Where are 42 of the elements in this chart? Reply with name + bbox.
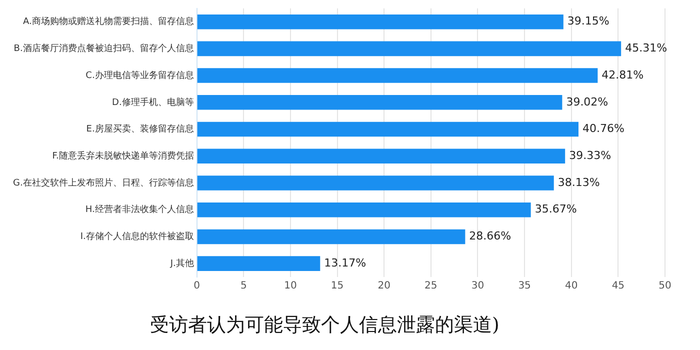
x-tick-label: 50: [658, 280, 672, 292]
x-tick-label: 5: [240, 280, 247, 292]
y-tick-label: G.在社交软件上发布照片、日程、行踪等信息: [12, 177, 194, 188]
data-label: 45.31%: [625, 42, 668, 55]
x-tick-label: 35: [518, 280, 531, 292]
y-tick-label: J.其他: [169, 258, 194, 269]
y-tick-label: B.酒店餐厅消费点餐被迫扫码、留存个人信息: [14, 43, 194, 54]
x-tick-label: 30: [471, 280, 484, 292]
x-tick-label: 40: [565, 280, 578, 292]
y-tick-label: D.修理手机、电脑等: [112, 96, 194, 108]
x-tick-label: 0: [194, 280, 200, 292]
x-tick-label: 25: [424, 280, 438, 292]
bar: [197, 176, 554, 190]
bar: [197, 122, 578, 137]
data-label: 39.15%: [567, 14, 610, 28]
y-tick-label: I.存储个人信息的软件被盗取: [80, 231, 194, 242]
y-tick-label: E.房屋买卖、装修留存信息: [86, 124, 194, 135]
y-tick-label: C.办理电信等业务留存信息: [86, 70, 194, 81]
y-tick-label: H.经营者非法收集个人信息: [85, 204, 194, 216]
data-label: 35.67%: [534, 202, 577, 216]
x-tick-label: 15: [330, 280, 344, 292]
bar: [197, 68, 598, 83]
y-tick-label: A.商场购物或赠送礼物需要扫描、留存信息: [22, 16, 194, 28]
bar: [197, 202, 531, 218]
bar: [197, 14, 564, 30]
data-label: 38.13%: [558, 176, 600, 189]
text: 受访者认为可能导致个人信息泄露的渠道): [149, 313, 500, 338]
data-label: 13.17%: [324, 256, 366, 270]
y-tick-label: F.随意丢弃未脱敏快递单等消费凭据: [52, 150, 194, 162]
x-tick-label: 10: [284, 280, 297, 292]
data-label: 42.81%: [602, 68, 644, 82]
bar: [197, 95, 562, 110]
bar: [197, 148, 566, 164]
bar: [197, 229, 466, 244]
data-label: 39.33%: [569, 148, 612, 162]
x-tick-label: 45: [612, 280, 625, 292]
bar: [197, 256, 320, 271]
data-label: 28.66%: [469, 230, 512, 243]
bar: [197, 41, 622, 56]
data-label: 40.76%: [582, 122, 624, 136]
data-label: 39.02%: [566, 95, 608, 108]
x-tick-label: 20: [378, 280, 390, 292]
